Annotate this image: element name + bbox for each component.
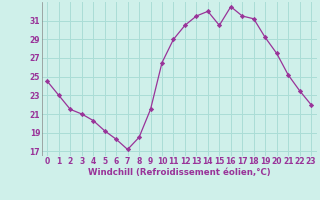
X-axis label: Windchill (Refroidissement éolien,°C): Windchill (Refroidissement éolien,°C): [88, 168, 270, 177]
